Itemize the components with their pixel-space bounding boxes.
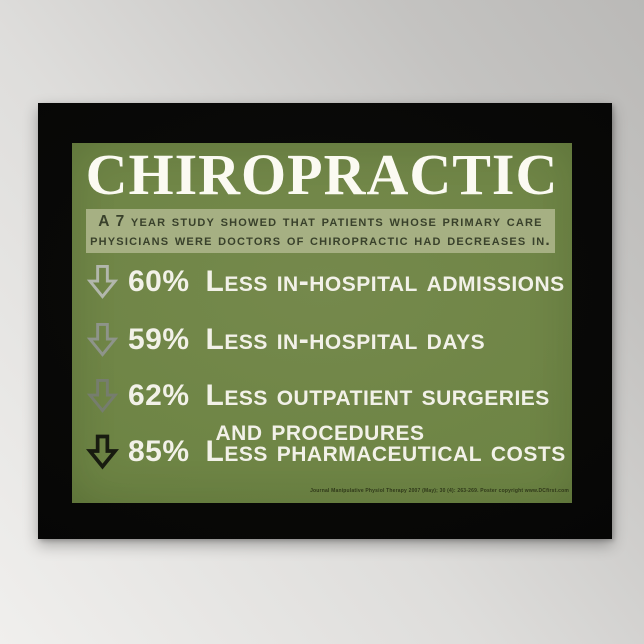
citation-footnote: Journal Manipulative Physiol Therapy 200…	[310, 488, 569, 494]
stat-row-admissions: 60% Less in-hospital admissions	[86, 264, 565, 300]
stat-label-continuation: and procedures	[215, 414, 425, 447]
poster-title: CHIROPRACTIC	[85, 142, 559, 207]
down-arrow-icon	[86, 434, 119, 470]
stat-label: Less outpatient surgeries	[205, 379, 550, 412]
study-summary-band: A 7 year study showed that patients whos…	[86, 209, 555, 253]
down-arrow-icon	[86, 265, 119, 299]
study-summary-line2: physicians were doctors of chiropractic …	[90, 232, 551, 249]
stat-value: 60%	[128, 265, 190, 298]
poster-canvas: CHIROPRACTIC A 7 year study showed that …	[72, 143, 572, 503]
stat-label: Less in-hospital admissions	[205, 265, 565, 298]
stat-value: 85%	[128, 435, 190, 468]
stat-row-surgeries: 62% Less outpatient surgeries	[86, 378, 550, 414]
stat-row-hospital-days: 59% Less in-hospital days	[86, 322, 485, 358]
study-summary-line1: A 7 year study showed that patients whos…	[98, 213, 543, 230]
stat-value: 59%	[128, 323, 190, 356]
down-arrow-icon	[86, 323, 119, 357]
stat-label: Less in-hospital days	[205, 323, 486, 356]
poster-frame: CHIROPRACTIC A 7 year study showed that …	[38, 103, 612, 539]
stat-value: 62%	[128, 379, 190, 412]
stat-label: Less pharmaceutical costs	[205, 435, 566, 468]
stat-row-pharma-costs: 85% Less pharmaceutical costs	[86, 434, 566, 470]
down-arrow-icon	[86, 379, 119, 413]
